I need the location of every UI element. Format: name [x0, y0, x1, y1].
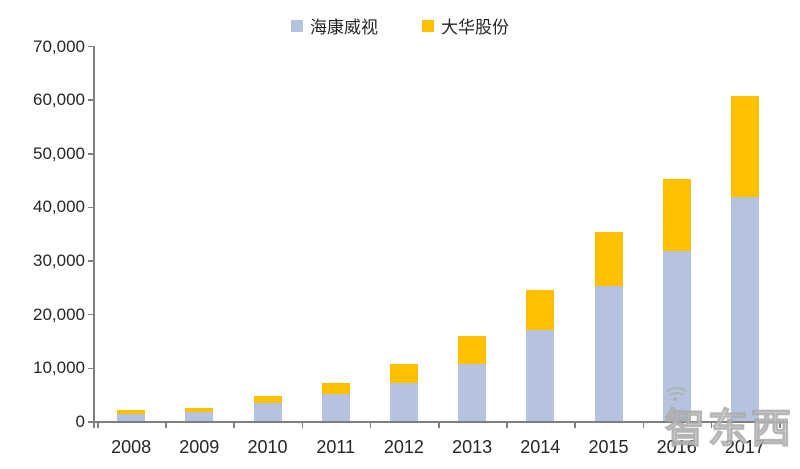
bar-segment-dahua-2016	[662, 179, 691, 251]
watermark: 智东西	[663, 387, 794, 454]
x-axis-label-2012: 2012	[383, 437, 424, 457]
y-axis-tick	[87, 99, 94, 101]
y-axis-label: 60,000	[33, 90, 85, 110]
bar-segment-dahua-2009	[185, 407, 214, 413]
x-axis-tick	[574, 422, 576, 428]
x-axis-label-2017: 2017	[724, 437, 765, 457]
bar-segment-hikvision-2014	[526, 329, 555, 422]
bar-segment-dahua-2011	[321, 382, 350, 394]
bar-segment-dahua-2017	[730, 96, 759, 198]
x-axis-label-2014: 2014	[520, 437, 561, 457]
x-axis-tick	[642, 422, 645, 428]
broadcast-icon	[663, 386, 691, 402]
legend-item-dahua: 大华股份	[422, 13, 509, 38]
y-axis-label: 0	[75, 412, 85, 431]
legend-item-hikvision: 海康威视	[291, 13, 378, 38]
legend-swatch-hikvision	[291, 19, 303, 32]
x-axis-label-2009: 2009	[179, 437, 220, 457]
x-axis-label-2016: 2016	[656, 437, 697, 457]
x-axis-label-2010: 2010	[247, 437, 288, 457]
bar-segment-dahua-2010	[253, 395, 282, 403]
x-axis-line	[93, 421, 788, 423]
y-axis-label: 50,000	[33, 143, 85, 163]
y-axis-tick	[87, 367, 94, 370]
legend-swatch-dahua	[422, 19, 434, 32]
x-axis-tick	[369, 422, 372, 428]
y-axis-label: 10,000	[33, 358, 85, 378]
bar-segment-hikvision-2009	[185, 412, 214, 422]
bar-segment-dahua-2014	[526, 290, 555, 330]
bar-segment-hikvision-2017	[730, 197, 759, 422]
x-axis-tick	[710, 422, 713, 428]
y-axis-label: 70,000	[33, 36, 85, 56]
bar-segment-hikvision-2013	[458, 364, 487, 422]
y-axis-tick	[87, 45, 94, 48]
x-axis-tick	[438, 422, 440, 428]
y-axis-tick	[87, 206, 94, 209]
x-axis-label-2015: 2015	[588, 437, 629, 457]
x-axis-label-2011: 2011	[316, 437, 356, 457]
y-axis-tick	[87, 153, 94, 155]
x-axis-tick	[779, 422, 781, 428]
x-axis-label-2013: 2013	[452, 437, 493, 457]
x-axis-tick	[233, 422, 235, 428]
bar-segment-dahua-2008	[117, 409, 146, 415]
x-axis-tick	[97, 422, 99, 428]
bar-segment-hikvision-2015	[594, 286, 623, 422]
x-axis-tick	[301, 422, 304, 428]
bar-segment-dahua-2015	[594, 232, 623, 287]
y-axis-line	[93, 46, 95, 428]
y-axis-label: 20,000	[33, 304, 85, 324]
y-axis-tick	[87, 260, 94, 262]
bar-segment-hikvision-2012	[389, 383, 418, 422]
y-axis-tick	[87, 421, 94, 423]
bar-segment-dahua-2012	[389, 364, 418, 384]
y-axis-label: 40,000	[33, 197, 85, 217]
legend-label-dahua: 大华股份	[441, 18, 509, 37]
bar-segment-hikvision-2010	[253, 402, 282, 422]
bar-segment-dahua-2013	[458, 335, 487, 365]
y-axis-tick	[87, 313, 94, 316]
bar-segment-hikvision-2008	[117, 414, 146, 422]
bar-segment-hikvision-2011	[321, 393, 350, 422]
watermark-text: 智东西	[664, 406, 794, 451]
legend-label-hikvision: 海康威视	[310, 18, 378, 37]
y-axis-label: 30,000	[33, 251, 85, 271]
x-axis-tick	[165, 422, 167, 428]
x-axis-label-2008: 2008	[111, 437, 152, 457]
legend: 海康威视 大华股份	[0, 13, 800, 38]
x-axis-tick	[506, 422, 508, 428]
